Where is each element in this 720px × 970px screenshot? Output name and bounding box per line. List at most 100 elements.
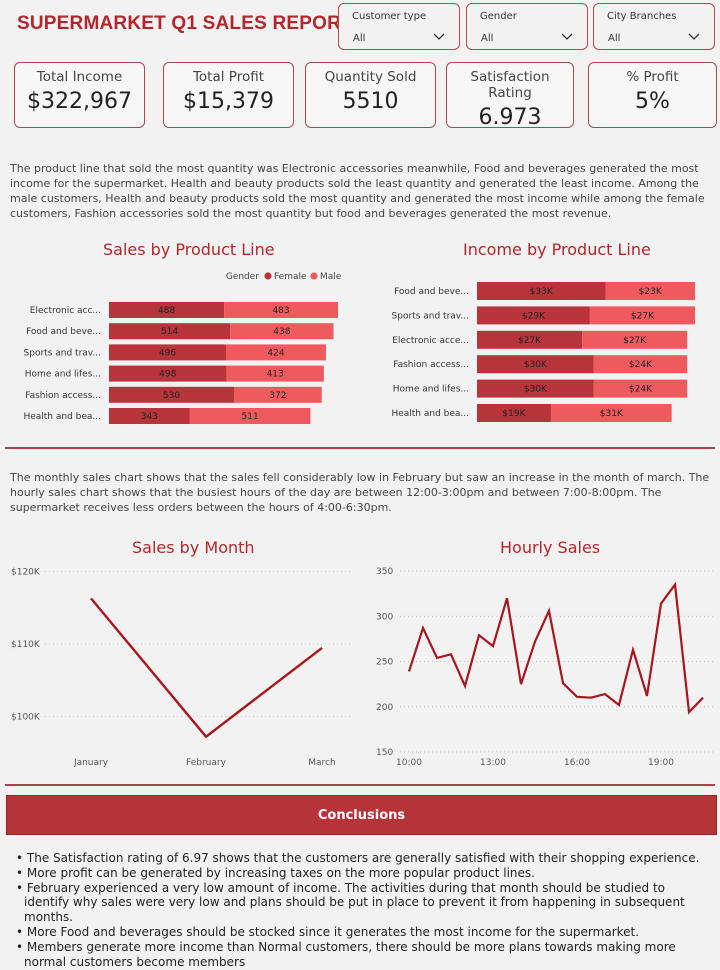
category-label: Sports and trav... [392, 311, 469, 321]
bar-segment-1 [477, 404, 551, 422]
income-by-product-line-chart: Food and beve... $33K $23K Sports and trav.… [391, 282, 695, 422]
kpi-quantity-sold: Quantity Sold 5510 [305, 62, 436, 128]
bar-segment-2 [589, 306, 695, 325]
product-line-summary: The product line that sold the most quan… [10, 162, 705, 220]
chart-title-hourly-sales: Hourly Sales [500, 538, 601, 557]
conclusion-item: • More Food and beverages should be stoc… [16, 924, 640, 939]
kpi-total-profit: Total Profit $15,379 [163, 62, 294, 128]
kpi-total-income: Total Income $322,967 [14, 62, 145, 128]
x-tick-label: January [73, 758, 109, 768]
bar-segment-2 [605, 282, 695, 300]
slicer-value: All [481, 33, 494, 44]
data-label: 530 [163, 391, 180, 401]
category-label: Health and bea... [23, 412, 101, 422]
slicer-label: Gender [480, 11, 517, 22]
y-tick-label: 350 [376, 567, 393, 577]
conclusion-item: • More profit can be generated by increa… [16, 865, 535, 880]
kpi-value: 6.973 [478, 105, 542, 130]
kpi-value: 5% [635, 89, 670, 114]
city-branches-slicer[interactable]: City Branches All [593, 3, 715, 50]
data-label: 343 [141, 412, 158, 422]
kpi-value: $15,379 [183, 89, 274, 114]
conclusion-item: • February experienced a very low amount… [16, 880, 685, 925]
kpi-satisfaction-rating: Satisfaction Rating 6.973 [446, 62, 574, 130]
bar-segment-1 [477, 330, 583, 349]
bar-female [109, 386, 234, 403]
gender-slicer[interactable]: Gender All [466, 3, 588, 50]
slicer-value: All [353, 33, 366, 44]
y-tick-label: $110K [11, 640, 41, 650]
legend-male-marker [310, 272, 318, 280]
x-tick-label: March [308, 758, 335, 768]
data-label: $27K [623, 336, 647, 346]
data-label: $24K [629, 360, 653, 370]
x-tick-label: 19:00 [648, 758, 674, 768]
data-label: $23K [639, 287, 663, 297]
customer-type-slicer[interactable]: Customer type All [338, 3, 460, 50]
section-divider [5, 447, 715, 449]
category-label: Electronic acce... [392, 336, 469, 346]
bar-segment-2 [593, 355, 688, 374]
kpi-label: Quantity Sold [324, 69, 417, 85]
data-label: $29K [522, 311, 546, 321]
data-label: 372 [269, 391, 286, 401]
x-tick-label: 13:00 [480, 758, 506, 768]
category-label: Food and beve... [394, 287, 469, 297]
conclusion-item: • Members generate more income than Norm… [16, 939, 676, 969]
sales-by-product-line-chart: Gender Female Male Electronic acc... 488 483 F… [23, 272, 342, 424]
y-tick-label: 150 [376, 748, 393, 758]
chevron-down-icon[interactable] [688, 31, 700, 41]
y-tick-label: 300 [376, 612, 393, 622]
bar-male [226, 365, 324, 382]
bar-segment-1 [477, 282, 606, 300]
data-label: 488 [158, 306, 175, 316]
x-tick-label: 10:00 [396, 758, 422, 768]
category-label: Health and bea... [391, 409, 469, 419]
data-label: $27K [518, 336, 542, 346]
bar-segment-2 [550, 404, 672, 422]
x-tick-label: 16:00 [564, 758, 590, 768]
bar-segment-1 [477, 306, 590, 325]
category-label: Fashion access... [25, 391, 101, 401]
bar-male [189, 408, 311, 424]
slicer-value: All [608, 33, 621, 44]
legend-female-marker [264, 272, 272, 280]
category-label: Home and lifes... [25, 370, 101, 380]
data-label: $19K [502, 409, 526, 419]
y-tick-label: 250 [376, 658, 393, 668]
legend-female-label: Female [274, 272, 307, 282]
category-label: Home and lifes... [393, 385, 469, 395]
sales-trend-summary: The monthly sales chart shows that the s… [10, 471, 710, 514]
bar-segment-2 [593, 379, 688, 398]
y-tick-label: 200 [376, 703, 393, 713]
chart-title-sales-by-product-line: Sales by Product Line [103, 240, 275, 259]
bar-segment-2 [582, 330, 688, 349]
chevron-down-icon[interactable] [433, 31, 445, 41]
kpi-value: $322,967 [27, 89, 132, 114]
data-label: 511 [242, 412, 259, 422]
bar-male [230, 323, 334, 340]
category-label: Electronic acc... [30, 306, 101, 316]
bar-female [109, 302, 225, 318]
category-label: Sports and trav... [24, 348, 101, 358]
bar-female [109, 344, 226, 361]
bar-female [109, 323, 231, 340]
sales-line [90, 597, 323, 739]
conclusions-list: • The Satisfaction rating of 6.97 shows … [16, 851, 706, 969]
bar-male [233, 386, 322, 403]
conclusion-item: • The Satisfaction rating of 6.97 shows … [16, 851, 700, 865]
category-label: Food and beve... [26, 327, 101, 337]
y-tick-label: $100K [11, 713, 41, 723]
data-label: 498 [159, 370, 176, 380]
data-label: 496 [159, 348, 176, 358]
data-label: $27K [631, 311, 655, 321]
bar-male [225, 344, 326, 361]
legend-title: Gender [226, 272, 259, 282]
data-label: 438 [273, 327, 290, 337]
hourly-sales-line [407, 581, 704, 715]
hourly-sales-chart: 150 200 250 300 350 10:00 13:00 16:00 19:00 [376, 567, 715, 768]
page-title: SUPERMARKET Q1 SALES REPORT [17, 13, 353, 34]
chart-title-sales-by-month: Sales by Month [132, 538, 255, 557]
data-label: $24K [629, 385, 653, 395]
chevron-down-icon[interactable] [561, 31, 573, 41]
